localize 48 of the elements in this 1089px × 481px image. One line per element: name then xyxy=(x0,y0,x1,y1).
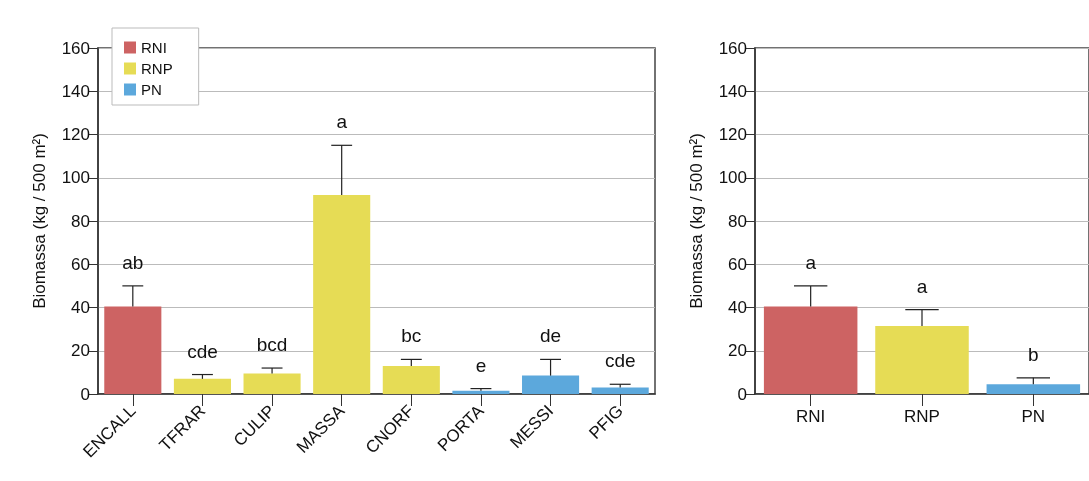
bar xyxy=(986,384,1081,394)
y-tick-label: 160 xyxy=(61,38,90,58)
y-tick-label: 60 xyxy=(71,254,90,274)
bar xyxy=(591,387,649,394)
y-tick-label: 40 xyxy=(728,298,747,317)
y-tick-label: 140 xyxy=(61,81,90,101)
y-tick-label: 0 xyxy=(80,384,90,404)
annotation: bcd xyxy=(256,334,288,356)
annotation: a xyxy=(805,251,817,273)
annotation: ab xyxy=(122,251,144,273)
y-tick-label: 60 xyxy=(728,254,747,274)
y-tick-label: 140 xyxy=(718,81,747,101)
y-axis-title: Biomassa (kg / 500 m²) xyxy=(687,133,706,309)
bar xyxy=(522,375,580,394)
bar xyxy=(313,195,371,394)
x-tick-label: RNP xyxy=(904,407,940,426)
y-tick-label: 80 xyxy=(71,211,90,231)
bar xyxy=(243,373,301,394)
y-tick-label: 40 xyxy=(71,298,90,317)
bar xyxy=(104,306,162,394)
annotation: e xyxy=(475,354,487,376)
bar xyxy=(173,378,231,394)
x-tick-label: RNI xyxy=(796,407,826,426)
annotation: cde xyxy=(187,340,218,362)
annotation: a xyxy=(336,111,348,133)
y-tick-label: 100 xyxy=(718,168,747,188)
y-tick-label: 20 xyxy=(71,341,90,361)
annotation: de xyxy=(539,325,562,347)
annotation: a xyxy=(916,275,928,297)
x-tick-label: PN xyxy=(1021,407,1046,426)
y-tick-label: 160 xyxy=(718,38,747,58)
bar xyxy=(763,306,858,394)
annotation: cde xyxy=(604,350,636,372)
y-tick-label: 120 xyxy=(61,125,90,144)
y-tick-label: 20 xyxy=(728,341,747,361)
legend-label: RNP xyxy=(141,60,173,77)
y-tick-label: 120 xyxy=(718,125,747,144)
y-axis-title: Biomassa (kg / 500 m²) xyxy=(30,133,49,309)
annotation: bc xyxy=(401,325,422,347)
legend-label: RNI xyxy=(141,39,167,56)
bar xyxy=(382,365,440,394)
bar xyxy=(452,390,510,394)
annotation: b xyxy=(1028,343,1039,365)
y-tick-label: 0 xyxy=(737,384,747,404)
bar xyxy=(875,325,969,394)
legend-label: PN xyxy=(141,81,162,98)
y-tick-label: 100 xyxy=(61,168,90,188)
y-tick-label: 80 xyxy=(728,211,747,231)
